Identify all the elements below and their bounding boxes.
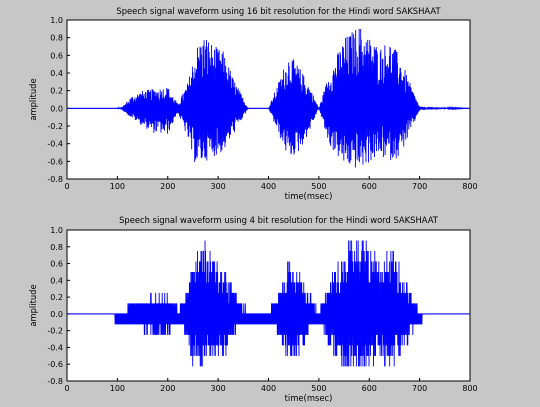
y-tick-label: -0.8 (47, 175, 63, 184)
x-tick-label: 0 (64, 182, 69, 191)
x-tick-label: 400 (261, 384, 276, 393)
x-tick-label: 200 (160, 182, 175, 191)
x-tick-label: 700 (412, 384, 427, 393)
x-tick-label: 300 (210, 182, 225, 191)
y-tick-label: -0.4 (47, 343, 63, 352)
x-tick-label: 100 (110, 384, 125, 393)
x-tick-label: 200 (160, 384, 175, 393)
x-tick-label: 800 (462, 182, 477, 191)
y-tick-label: 0.6 (50, 51, 63, 60)
x-tick-label: 100 (110, 182, 125, 191)
y-tick-label: 0.4 (50, 69, 63, 78)
chart-4-bit: Speech signal waveform using 4 bit resol… (28, 215, 478, 403)
x-tick-label: 800 (462, 384, 477, 393)
x-tick-label: 300 (210, 384, 225, 393)
y-tick-label: 0.0 (50, 104, 63, 113)
y-tick-label: 0.6 (50, 260, 63, 269)
y-tick-label: -0.4 (47, 140, 63, 149)
y-tick-label: -0.2 (47, 122, 63, 131)
y-tick-label: 0.0 (50, 310, 63, 319)
y-tick-label: 0.8 (50, 34, 63, 43)
y-tick-label: 0.4 (50, 276, 63, 285)
y-tick-label: -0.6 (47, 360, 63, 369)
y-tick-label: -0.8 (47, 377, 63, 386)
y-tick-label: 0.2 (50, 293, 63, 302)
y-axis-label: amplitude (28, 78, 38, 120)
x-tick-label: 700 (412, 182, 427, 191)
x-tick-label: 600 (362, 384, 377, 393)
y-tick-label: -0.2 (47, 327, 63, 336)
x-tick-label: 600 (362, 182, 377, 191)
x-tick-label: 400 (261, 182, 276, 191)
chart-16-bit: Speech signal waveform using 16 bit reso… (28, 6, 478, 201)
chart-title: Speech signal waveform using 16 bit reso… (116, 6, 441, 16)
y-tick-label: -0.6 (47, 157, 63, 166)
x-axis-label: time(msec) (285, 393, 333, 403)
y-axis-label: amplitude (28, 284, 38, 326)
y-tick-label: 0.2 (50, 87, 63, 96)
x-tick-label: 500 (311, 182, 326, 191)
x-tick-label: 500 (311, 384, 326, 393)
x-axis-label: time(msec) (285, 191, 333, 201)
x-tick-label: 0 (64, 384, 69, 393)
y-tick-label: 1.0 (50, 226, 63, 235)
y-tick-label: 0.8 (50, 243, 63, 252)
chart-title: Speech signal waveform using 4 bit resol… (119, 215, 439, 225)
y-tick-label: 1.0 (50, 16, 63, 25)
